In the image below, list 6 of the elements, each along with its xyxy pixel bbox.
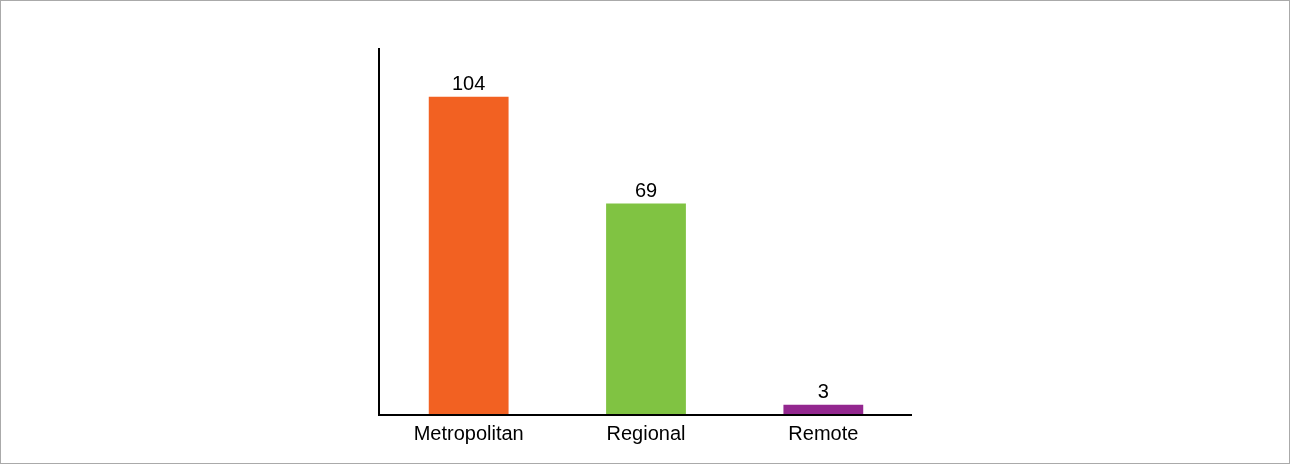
x-tick-label: Metropolitan [413,422,524,444]
data-label: 69 [634,178,658,201]
data-label: 3 [817,379,829,402]
x-tick-label: Remote [788,422,859,444]
data-label: 104 [451,71,486,94]
x-tick-label: Regional [606,422,686,444]
